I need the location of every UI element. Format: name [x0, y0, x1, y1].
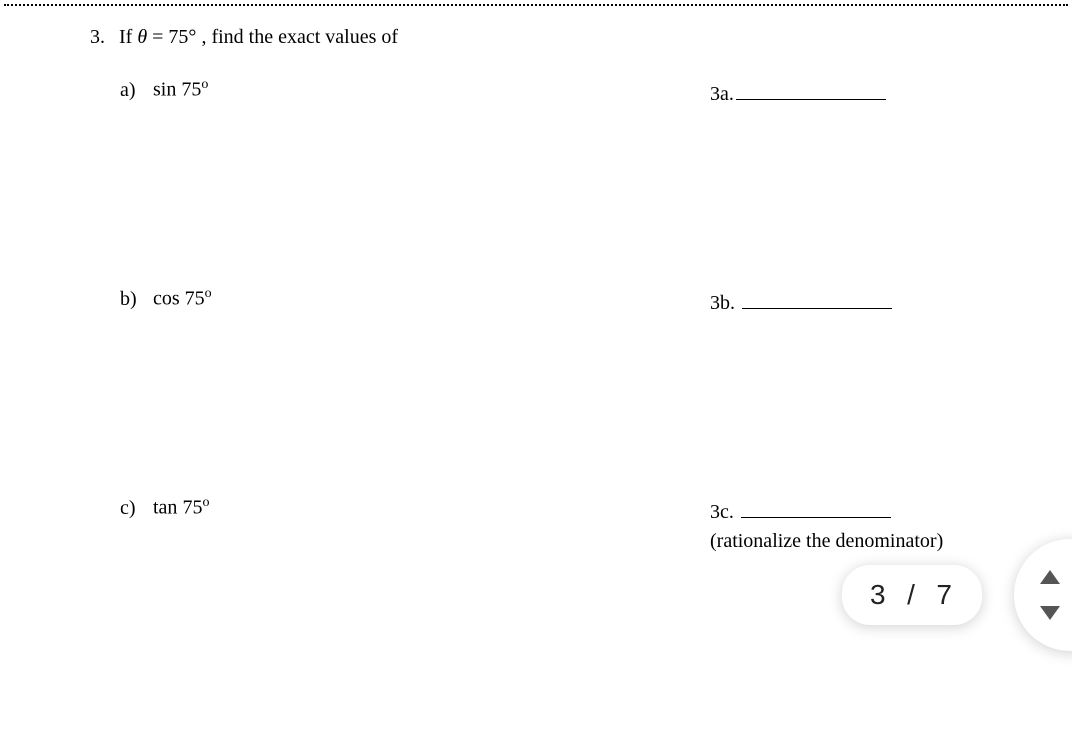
question-number: 3. — [90, 26, 114, 49]
degree-symbol: o — [205, 286, 212, 301]
part-b-prompt: b) cos 75o — [90, 286, 710, 311]
chevron-up-icon[interactable] — [1040, 570, 1060, 584]
answer-blank[interactable] — [741, 495, 891, 518]
answer-blank[interactable] — [742, 286, 892, 309]
degree-symbol: o — [201, 77, 208, 92]
question-stem: 3. If θ = 75° , find the exact values of — [90, 26, 1032, 49]
page-total: 7 — [936, 579, 954, 610]
part-arg: 75 — [181, 79, 201, 101]
part-row: b) cos 75o 3b. — [90, 286, 1032, 315]
page-indicator[interactable]: 3 / 7 — [842, 565, 982, 625]
page-current: 3 — [870, 579, 888, 610]
part-a-answer: 3a. — [710, 77, 1032, 106]
degree-symbol: o — [202, 495, 209, 510]
part-letter: a) — [120, 79, 148, 102]
page-sep: / — [907, 579, 917, 610]
part-row: a) sin 75o 3a. — [90, 77, 1032, 106]
part-a-prompt: a) sin 75o — [90, 77, 710, 102]
part-func: cos — [153, 288, 180, 310]
question-block: 3. If θ = 75° , find the exact values of… — [90, 26, 1032, 553]
stem-variable: θ — [137, 26, 147, 48]
stem-prefix: If — [119, 26, 137, 48]
part-arg: 75 — [185, 288, 205, 310]
page-top-border — [4, 4, 1068, 6]
part-b-answer: 3b. — [710, 286, 1032, 315]
part-letter: b) — [120, 288, 148, 311]
answer-blank[interactable] — [736, 77, 886, 100]
part-letter: c) — [120, 497, 148, 520]
chevron-down-icon[interactable] — [1040, 606, 1060, 620]
page-arrows — [1014, 539, 1072, 651]
stem-suffix: , find the exact values of — [196, 26, 398, 48]
answer-label: 3c. — [710, 501, 734, 523]
page-navigator: 3 / 7 — [842, 539, 1072, 651]
part-func: tan — [153, 497, 177, 519]
stem-eq: = 75° — [147, 26, 196, 48]
part-c-prompt: c) tan 75o — [90, 495, 710, 520]
answer-label: 3b. — [710, 292, 735, 314]
part-func: sin — [153, 79, 176, 101]
part-arg: 75 — [182, 497, 202, 519]
answer-label: 3a. — [710, 83, 734, 105]
